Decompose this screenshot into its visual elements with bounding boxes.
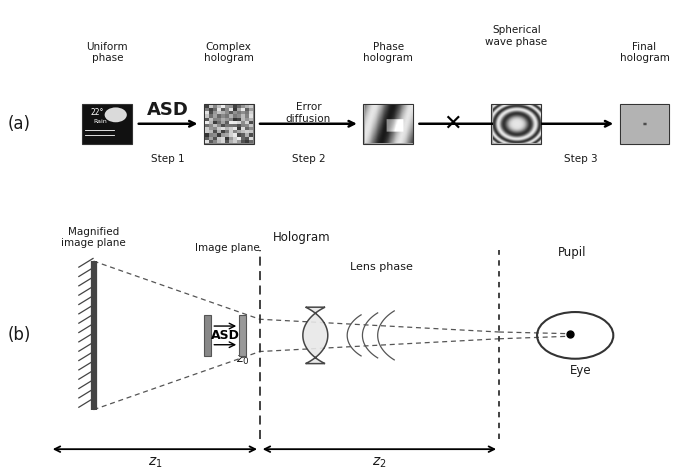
Text: Final
hologram: Final hologram <box>620 42 669 64</box>
Text: $z_0$: $z_0$ <box>236 354 249 367</box>
Bar <box>363 104 413 143</box>
Text: Spherical
wave phase: Spherical wave phase <box>485 25 547 47</box>
Bar <box>620 104 669 143</box>
Bar <box>204 315 211 355</box>
Text: Eye: Eye <box>570 364 592 377</box>
Text: Magnified
image plane: Magnified image plane <box>61 227 126 248</box>
Text: Rain: Rain <box>94 119 107 124</box>
Bar <box>204 104 254 143</box>
Bar <box>239 315 246 355</box>
Ellipse shape <box>105 107 127 122</box>
Text: ASD: ASD <box>147 101 189 119</box>
Text: Step 3: Step 3 <box>563 155 597 164</box>
Text: Hologram: Hologram <box>272 231 331 244</box>
Text: Phase
hologram: Phase hologram <box>363 42 413 64</box>
Text: Pupil: Pupil <box>557 246 586 259</box>
Text: $z_1$: $z_1$ <box>148 455 162 467</box>
Text: Step 2: Step 2 <box>292 155 325 164</box>
Text: Image plane: Image plane <box>195 242 260 253</box>
Polygon shape <box>303 307 328 364</box>
Text: ASD: ASD <box>211 329 240 342</box>
Bar <box>491 104 541 143</box>
Text: Error
diffusion: Error diffusion <box>286 102 331 124</box>
Text: 22°: 22° <box>90 108 104 117</box>
Text: Lens phase: Lens phase <box>350 262 412 272</box>
Text: ✕: ✕ <box>443 114 462 134</box>
Text: (a): (a) <box>8 115 31 133</box>
Text: Complex
hologram: Complex hologram <box>204 42 254 64</box>
Text: Uniform
phase: Uniform phase <box>87 42 128 64</box>
Text: (b): (b) <box>8 326 31 344</box>
Bar <box>82 104 132 143</box>
Text: $z_2$: $z_2$ <box>372 455 387 467</box>
Text: Step 1: Step 1 <box>151 155 185 164</box>
